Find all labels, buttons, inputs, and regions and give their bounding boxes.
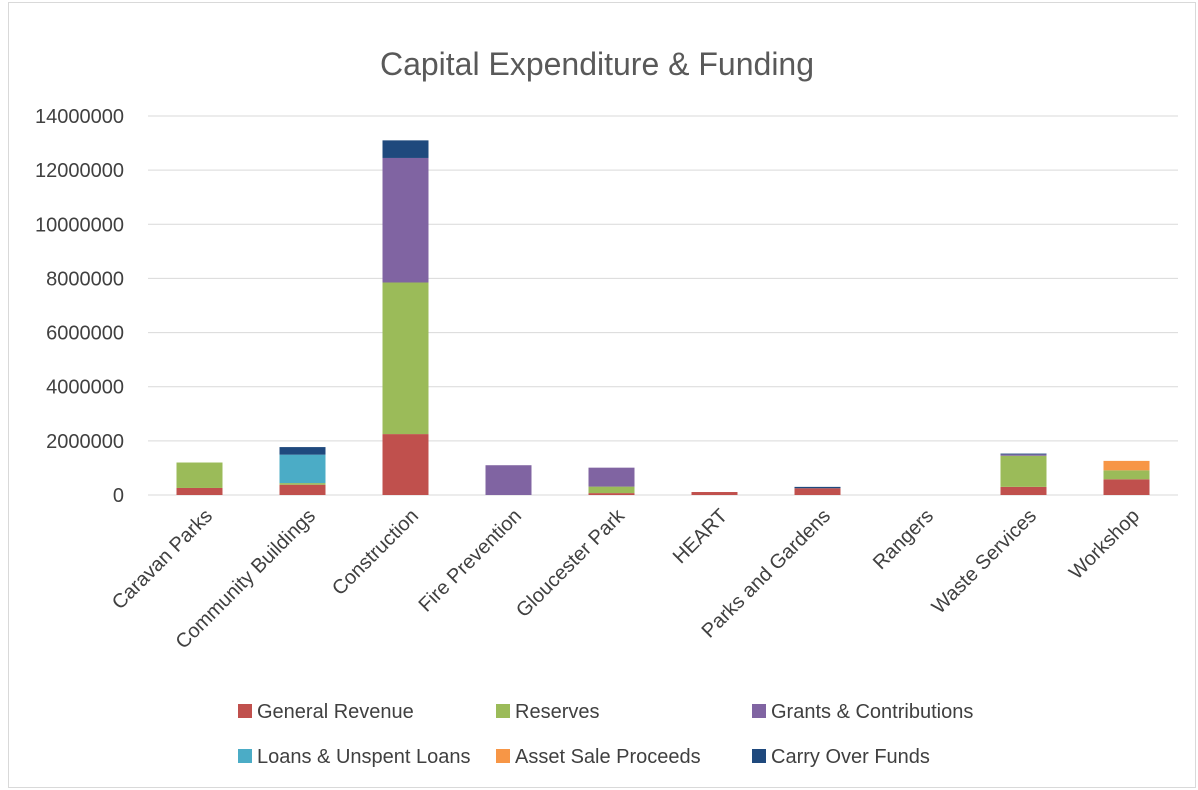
bar-stack [485,465,532,495]
bar-segment [588,467,635,487]
bar-stack [176,462,223,495]
bar-stack [691,492,738,495]
bar-segment [1103,470,1150,480]
legend: General Revenue Reserves Grants & Contribu… [238,701,973,768]
legend-label: Reserves [515,701,599,723]
x-tick-label: Workshop [1065,505,1144,584]
bar-segment [382,282,429,435]
legend-swatch [238,704,252,718]
legend-item: Reserves [496,701,599,723]
x-tick-label: Waste Services [928,505,1041,618]
legend-item: Grants & Contributions [752,701,973,723]
bar-segment [279,483,326,485]
bar-segment [1000,453,1047,455]
y-tick-label: 10000000 [35,214,124,236]
legend-label: Grants & Contributions [771,701,973,723]
bar-segment [588,486,635,494]
legend-item: Asset Sale Proceeds [496,746,701,768]
gridlines [148,115,1178,442]
x-tick-label: Gloucester Park [512,504,630,622]
bar-segment [1000,486,1047,495]
legend-swatch [752,704,766,718]
bar-segment [279,454,326,484]
y-tick-label: 2000000 [46,431,124,453]
legend-label: General Revenue [257,701,414,723]
y-axis: 0 2000000 4000000 6000000 8000000 10000000 120… [35,106,1178,507]
x-tick-label: HEART [669,505,732,568]
bar-segment [794,488,841,495]
legend-item: Carry Over Funds [752,746,930,768]
legend-swatch [238,749,252,763]
legend-label: Loans & Unspent Loans [257,746,471,768]
bar-segment [1000,454,1047,456]
bar-stack [1000,453,1047,495]
x-tick-label: Caravan Parks [108,505,217,614]
x-tick-label: Fire Prevention [415,505,526,616]
bar-stack [279,447,326,495]
bar-segment [794,486,841,489]
legend-swatch [752,749,766,763]
legend-swatch [496,704,510,718]
bar-segment [485,465,532,495]
y-tick-label: 12000000 [35,160,124,182]
bar-stack [588,467,635,495]
bar-segment [382,140,429,158]
bar-segment [382,157,429,283]
x-tick-label: Rangers [869,505,938,574]
bar-segment [1103,479,1150,495]
bar-stacks [176,140,1150,495]
legend-item: General Revenue [238,701,414,723]
bar-stack [794,486,841,495]
y-tick-label: 6000000 [46,323,124,345]
bar-segment [1000,455,1047,487]
y-tick-label: 4000000 [46,377,124,399]
legend-label: Carry Over Funds [771,746,930,768]
legend-item: Loans & Unspent Loans [238,746,471,768]
y-tick-label: 0 [113,485,124,507]
y-tick-label: 8000000 [46,268,124,290]
y-tick-label: 14000000 [35,106,124,128]
bar-segment [176,462,223,488]
bar-segment [1103,460,1150,471]
bar-segment [588,493,635,495]
bar-segment [691,492,738,495]
bar-stack [382,140,429,495]
bar-stack [1103,460,1150,495]
chart-title: Capital Expenditure & Funding [380,46,814,82]
bar-segment [279,484,326,495]
legend-label: Asset Sale Proceeds [515,746,701,768]
chart-frame [8,2,1196,788]
x-tick-label: Construction [328,505,423,600]
bar-segment [279,447,326,455]
bar-segment [176,487,223,495]
bar-segment [382,434,429,495]
legend-swatch [496,749,510,763]
